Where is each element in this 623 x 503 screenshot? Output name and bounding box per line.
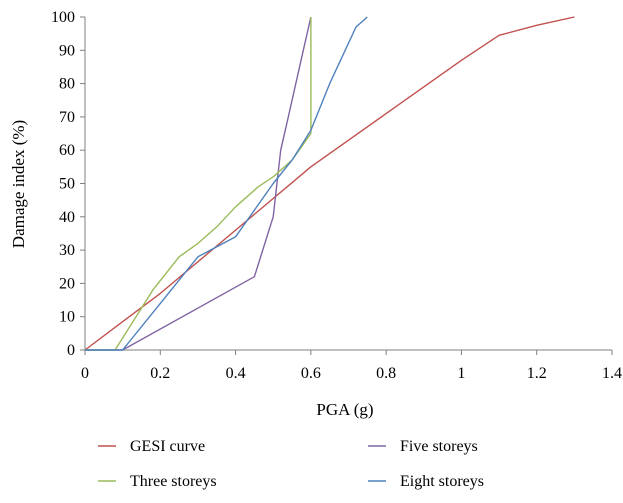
y-tick-label: 80 bbox=[59, 76, 75, 93]
legend-label-gesi-curve: GESI curve bbox=[130, 438, 205, 455]
y-tick-label: 10 bbox=[59, 309, 75, 326]
tick-labels: 0 10 20 30 40 50 60 70 80 90 100 0 0.2 0.4 0.6 0.8 1 1.2 1… bbox=[51, 9, 622, 382]
x-tick-label: 0.8 bbox=[376, 365, 396, 382]
legend-label-three-storeys: Three storeys bbox=[130, 473, 217, 490]
x-tick-label: 0.4 bbox=[226, 365, 246, 382]
legend-label-five-storeys: Five storeys bbox=[400, 438, 478, 455]
x-tick-label: 0 bbox=[81, 365, 89, 382]
x-axis-label: PGA (g) bbox=[316, 400, 373, 419]
y-tick-label: 0 bbox=[67, 342, 75, 359]
y-tick-label: 50 bbox=[59, 176, 75, 193]
y-axis-label: Damage index (%) bbox=[9, 120, 28, 248]
y-tick-label: 60 bbox=[59, 142, 75, 159]
y-tick-label: 30 bbox=[59, 242, 75, 259]
axes bbox=[80, 16, 613, 355]
x-tick-label: 1.2 bbox=[527, 365, 547, 382]
x-tick-label: 0.2 bbox=[150, 365, 170, 382]
legend-label-eight-storeys: Eight storeys bbox=[400, 473, 484, 490]
y-tick-label: 90 bbox=[59, 42, 75, 59]
x-tick-label: 1.4 bbox=[602, 365, 622, 382]
x-tick-label: 1 bbox=[457, 365, 465, 382]
series-line-gesi-curve bbox=[84, 16, 575, 351]
series-line-five-storeys bbox=[85, 16, 312, 351]
y-tick-label: 70 bbox=[59, 109, 75, 126]
y-tick-label: 20 bbox=[59, 275, 75, 292]
legend: GESI curve Five storeys Three storeys Eight… bbox=[98, 438, 484, 490]
x-tick-label: 0.6 bbox=[301, 365, 321, 382]
series-line-eight-storeys bbox=[85, 16, 368, 351]
series-layer bbox=[84, 16, 575, 351]
y-tick-label: 100 bbox=[51, 9, 75, 26]
y-tick-label: 40 bbox=[59, 209, 75, 226]
